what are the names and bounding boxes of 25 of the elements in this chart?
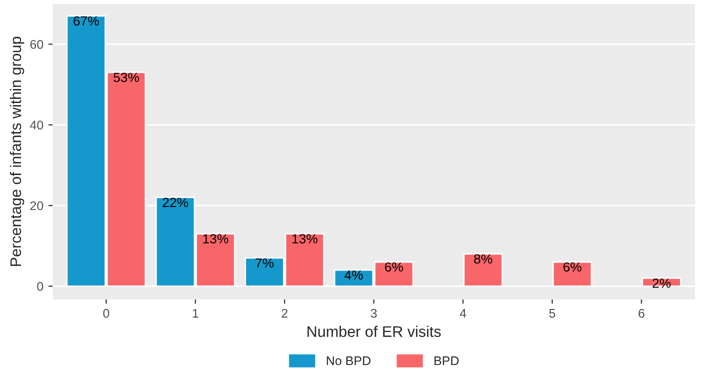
data-label: 7% — [256, 258, 274, 268]
x-tick-label: 4 — [460, 309, 466, 318]
y-tick-label: 40 — [30, 120, 44, 130]
y-axis-title: Percentage of infants within group — [10, 36, 24, 266]
y-tick-label: 20 — [30, 201, 44, 210]
legend-label: BPD — [434, 356, 459, 366]
y-tick-label: 0 — [37, 282, 44, 291]
x-tick-label: 2 — [282, 308, 288, 318]
data-label: 67% — [74, 16, 99, 26]
data-label: 6% — [563, 262, 582, 272]
data-label: 8% — [474, 254, 492, 264]
x-tick-label: 3 — [370, 308, 377, 318]
x-tick-label: 0 — [103, 308, 110, 318]
legend-label: No BPD — [326, 356, 370, 366]
data-label: 6% — [385, 262, 403, 272]
data-label: 53% — [114, 72, 139, 82]
data-label: 13% — [292, 234, 318, 244]
data-label: 22% — [162, 198, 188, 208]
x-tick-label: 6 — [638, 308, 644, 318]
y-tick-label: 60 — [30, 40, 44, 49]
x-axis-title: Number of ER visits — [308, 326, 441, 337]
x-tick-label: 5 — [549, 309, 556, 318]
x-tick-label: 1 — [192, 309, 198, 318]
data-label: 4% — [344, 270, 363, 280]
data-label: 13% — [203, 234, 228, 244]
